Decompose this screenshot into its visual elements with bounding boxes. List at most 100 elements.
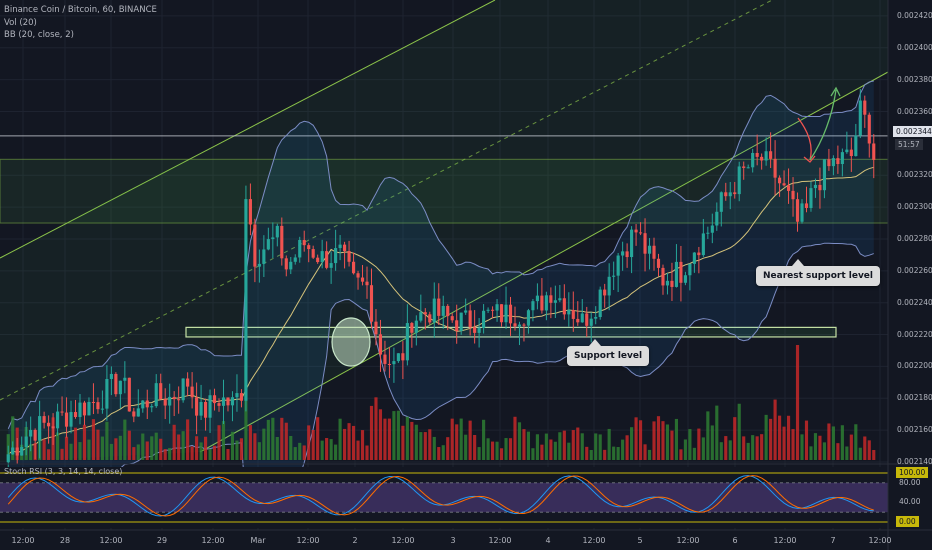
stoch-rsi-label[interactable]: Stoch RSI (3, 3, 14, 14, close) bbox=[4, 467, 123, 476]
candle-body bbox=[612, 275, 616, 277]
candle-body bbox=[508, 304, 513, 324]
volume-bar bbox=[553, 441, 557, 460]
volume-bar bbox=[432, 436, 436, 460]
candle-body bbox=[177, 399, 181, 401]
volume-bar bbox=[661, 421, 665, 460]
time-tick-label: 12:00 bbox=[99, 536, 123, 545]
candle-body bbox=[831, 158, 835, 167]
legend-bollinger[interactable]: BB (20, close, 2) bbox=[4, 30, 74, 40]
candle-body bbox=[692, 252, 696, 264]
candle-body bbox=[827, 159, 831, 167]
volume-bar bbox=[625, 435, 629, 460]
volume-bar bbox=[836, 443, 840, 460]
candle-body bbox=[621, 251, 625, 256]
candle-body bbox=[800, 203, 804, 222]
candle-body bbox=[638, 232, 643, 234]
volume-bar bbox=[410, 421, 414, 460]
legend-symbol[interactable]: Binance Coin / Bitcoin, 60, BINANCE bbox=[4, 5, 157, 15]
time-tick-label: 4 bbox=[545, 536, 551, 545]
volume-bar bbox=[822, 442, 826, 460]
countdown-badge: 51:57 bbox=[895, 139, 923, 150]
candle-body bbox=[428, 314, 432, 323]
volume-bar bbox=[351, 425, 356, 460]
candle-body bbox=[235, 393, 239, 398]
volume-bar bbox=[571, 430, 575, 460]
volume-bar bbox=[840, 425, 844, 460]
time-tick-label: 28 bbox=[59, 536, 71, 545]
volume-bar bbox=[253, 433, 257, 460]
volume-bar bbox=[751, 435, 755, 460]
volume-bar bbox=[621, 439, 625, 460]
candle-body bbox=[562, 298, 566, 315]
volume-bar bbox=[791, 429, 795, 460]
candle-body bbox=[656, 258, 661, 268]
nearest-support-text: Nearest support level bbox=[763, 271, 873, 281]
candle-body bbox=[665, 280, 670, 286]
volume-bar bbox=[437, 447, 441, 460]
volume-bar bbox=[311, 429, 315, 460]
volume-bar bbox=[42, 439, 46, 460]
candle-body bbox=[432, 298, 436, 323]
volume-bar bbox=[589, 449, 593, 460]
candle-body bbox=[455, 320, 459, 331]
candle-body bbox=[535, 295, 539, 302]
candle-body bbox=[56, 411, 60, 429]
volume-bar bbox=[459, 418, 463, 460]
highlight-ellipse bbox=[331, 317, 371, 367]
volume-bar bbox=[419, 432, 423, 460]
candle-body bbox=[87, 401, 91, 416]
volume-bar bbox=[199, 442, 203, 460]
candle-body bbox=[392, 361, 396, 365]
volume-bar bbox=[795, 345, 800, 460]
volume-bar bbox=[724, 436, 728, 460]
candle-body bbox=[423, 312, 427, 315]
volume-bar bbox=[387, 418, 391, 460]
candle-body bbox=[15, 447, 19, 456]
candle-body bbox=[724, 192, 728, 197]
candle-body bbox=[396, 353, 400, 362]
volume-bar bbox=[464, 434, 468, 460]
volume-bar bbox=[73, 427, 78, 460]
volume-bar bbox=[674, 418, 679, 460]
volume-bar bbox=[284, 422, 288, 460]
volume-bar bbox=[773, 399, 777, 460]
candle-body bbox=[51, 426, 55, 429]
volume-bar bbox=[190, 446, 194, 460]
volume-bar bbox=[638, 420, 643, 460]
candle-body bbox=[414, 320, 418, 333]
candle-body bbox=[212, 395, 217, 404]
volume-bar bbox=[307, 425, 311, 460]
volume-bar bbox=[154, 432, 158, 460]
candle-body bbox=[782, 183, 786, 186]
candle-body bbox=[697, 252, 701, 256]
candle-body bbox=[351, 261, 356, 274]
candle-body bbox=[6, 454, 10, 463]
candle-body bbox=[132, 411, 136, 417]
volume-bar bbox=[212, 445, 217, 460]
legend-volume[interactable]: Vol (20) bbox=[4, 17, 37, 28]
channel-lower-line bbox=[199, 71, 889, 453]
volume-bar bbox=[329, 439, 333, 460]
volume-bar bbox=[782, 426, 786, 460]
candle-body bbox=[674, 261, 679, 287]
volume-bar bbox=[446, 437, 450, 460]
candle-body bbox=[683, 275, 687, 283]
candle-body bbox=[82, 402, 87, 416]
volume-bar bbox=[195, 436, 199, 460]
volume-bar bbox=[298, 442, 302, 460]
volume-bar bbox=[186, 419, 190, 460]
volume-bar bbox=[818, 435, 822, 460]
candle-body bbox=[73, 412, 78, 418]
candle-body bbox=[441, 305, 445, 316]
candle-body bbox=[849, 149, 853, 157]
time-tick-label: 12:00 bbox=[201, 536, 225, 545]
candle-body bbox=[271, 237, 275, 240]
candle-body bbox=[181, 378, 185, 401]
chart-legend: Binance Coin / Bitcoin, 60, BINANCE Vol … bbox=[4, 4, 157, 42]
time-tick-label: 5 bbox=[637, 536, 643, 545]
candle-body bbox=[688, 263, 692, 276]
volume-bar bbox=[266, 419, 270, 460]
stoch-k-line bbox=[7, 475, 874, 517]
